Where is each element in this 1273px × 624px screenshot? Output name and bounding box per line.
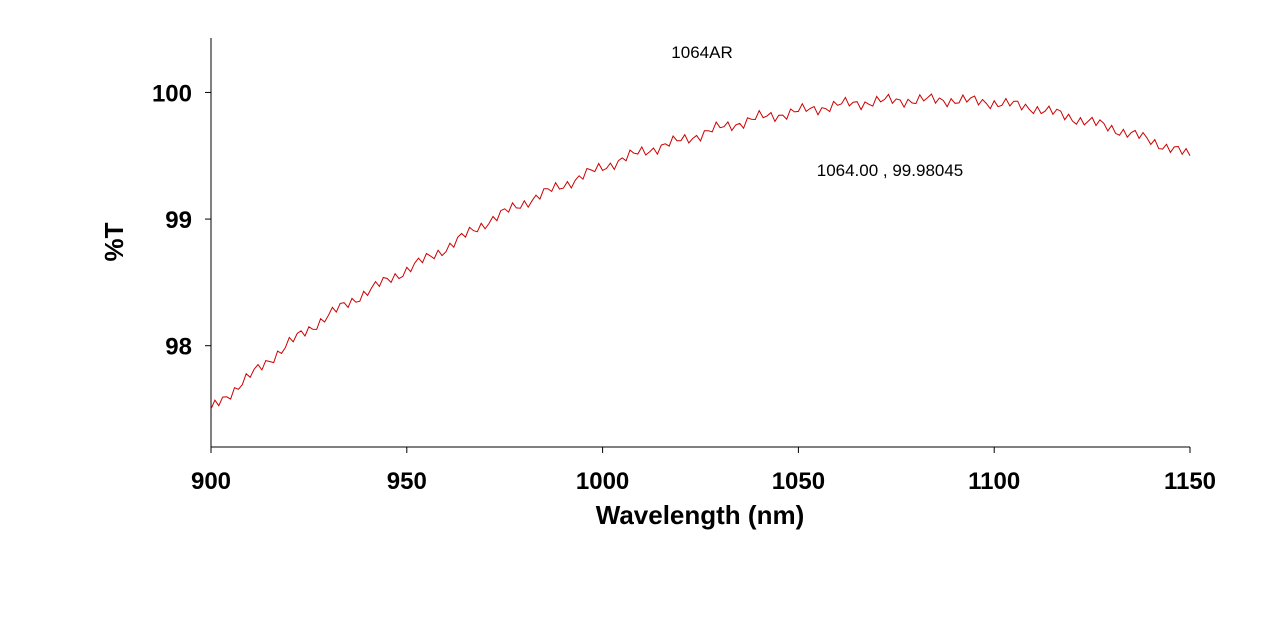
x-tick-label: 950: [387, 468, 427, 495]
y-axis-title: %T: [99, 222, 129, 261]
x-tick-label: 1000: [576, 468, 629, 495]
x-ticks: 900 950 1000 1050 1100 1150: [191, 447, 1216, 495]
x-axis-title: Wavelength (nm): [596, 500, 804, 530]
y-tick-label: 98: [165, 334, 192, 361]
series-line: [210, 93, 1191, 410]
x-tick-label: 1100: [968, 468, 1020, 495]
cursor-readout: 1064.00 , 99.98045: [817, 161, 964, 180]
axes: [210, 38, 1190, 448]
y-ticks: 98 99 100: [152, 80, 211, 361]
y-tick-label: 100: [152, 80, 192, 107]
x-tick-label: 900: [191, 468, 231, 495]
chart-title: 1064AR: [671, 43, 732, 62]
y-tick-label: 99: [165, 207, 192, 234]
x-tick-label: 1050: [772, 468, 825, 495]
x-tick-label: 1150: [1164, 468, 1216, 495]
